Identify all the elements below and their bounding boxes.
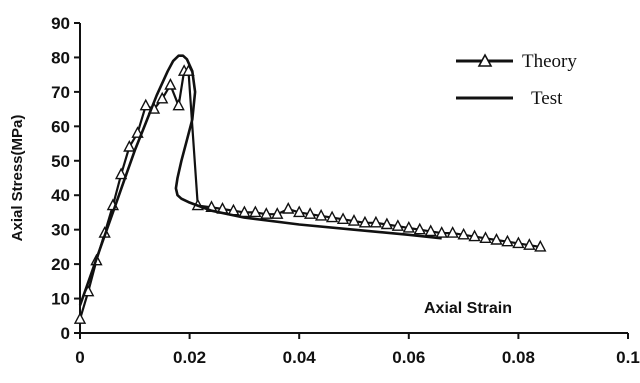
- y-tick-label: 80: [51, 48, 70, 67]
- data-point-theory: [457, 227, 470, 240]
- data-point-theory: [479, 231, 492, 243]
- data-point-theory: [446, 226, 459, 238]
- data-point-theory: [347, 214, 361, 226]
- y-axis-title: Axial Stress(MPa): [9, 115, 26, 242]
- x-tick-label: 0.02: [173, 348, 206, 367]
- data-point-theory: [325, 210, 339, 223]
- y-tick-label: 70: [51, 83, 70, 102]
- x-tick-label: 0.1: [616, 348, 640, 367]
- y-tick-label: 30: [51, 221, 70, 240]
- data-point-theory: [172, 98, 185, 111]
- data-point-theory: [114, 167, 128, 180]
- y-tick-label: 10: [51, 290, 70, 309]
- legend-label-test: Test: [531, 88, 563, 109]
- x-tick-label: 0.06: [392, 348, 425, 367]
- x-tick-label: 0: [75, 348, 84, 367]
- data-point-theory: [468, 229, 481, 242]
- data-point-theory: [73, 312, 87, 324]
- data-point-theory: [369, 215, 383, 228]
- x-ticks: 0 0.02 0.04 0.06 0.08 0.1: [75, 333, 640, 367]
- data-point-theory: [358, 215, 372, 228]
- data-point-theory: [304, 207, 317, 219]
- x-axis-title: Axial Strain: [424, 300, 512, 317]
- legend: Theory Test: [456, 51, 577, 109]
- data-point-theory: [490, 232, 503, 245]
- data-point-theory: [512, 236, 525, 249]
- data-point-theory: [424, 224, 437, 237]
- data-point-theory: [260, 207, 273, 219]
- y-tick-label: 20: [51, 255, 70, 274]
- data-point-theory: [249, 205, 262, 218]
- data-point-theory: [336, 212, 350, 225]
- legend-label-theory: Theory: [522, 51, 577, 72]
- data-point-theory: [402, 220, 415, 233]
- x-tick-label: 0.08: [502, 348, 535, 367]
- series-layer: [73, 54, 547, 324]
- data-point-theory: [523, 238, 536, 250]
- x-tick-label: 0.04: [283, 348, 317, 367]
- data-point-theory: [391, 219, 404, 231]
- data-point-theory: [139, 98, 152, 111]
- y-tick-label: 50: [51, 152, 70, 171]
- legend-marker-theory: [477, 53, 493, 67]
- y-ticks: 0 10 20 30 40 50 60 70 80 90: [51, 14, 80, 343]
- axes: [79, 23, 628, 334]
- data-point-theory: [282, 201, 295, 214]
- y-tick-label: 0: [61, 324, 70, 343]
- y-tick-label: 90: [51, 14, 70, 33]
- data-point-theory: [271, 207, 284, 219]
- data-point-theory: [534, 239, 547, 252]
- data-point-theory: [380, 217, 394, 230]
- y-tick-label: 40: [51, 186, 70, 205]
- data-point-theory: [164, 77, 177, 90]
- data-point-theory: [501, 234, 514, 247]
- series-line-test: [78, 54, 442, 306]
- data-point-theory: [314, 208, 328, 221]
- data-point-theory: [413, 222, 426, 235]
- data-point-theory: [123, 139, 136, 152]
- data-point-theory: [293, 205, 306, 218]
- y-tick-label: 60: [51, 117, 70, 136]
- data-point-theory: [156, 91, 169, 104]
